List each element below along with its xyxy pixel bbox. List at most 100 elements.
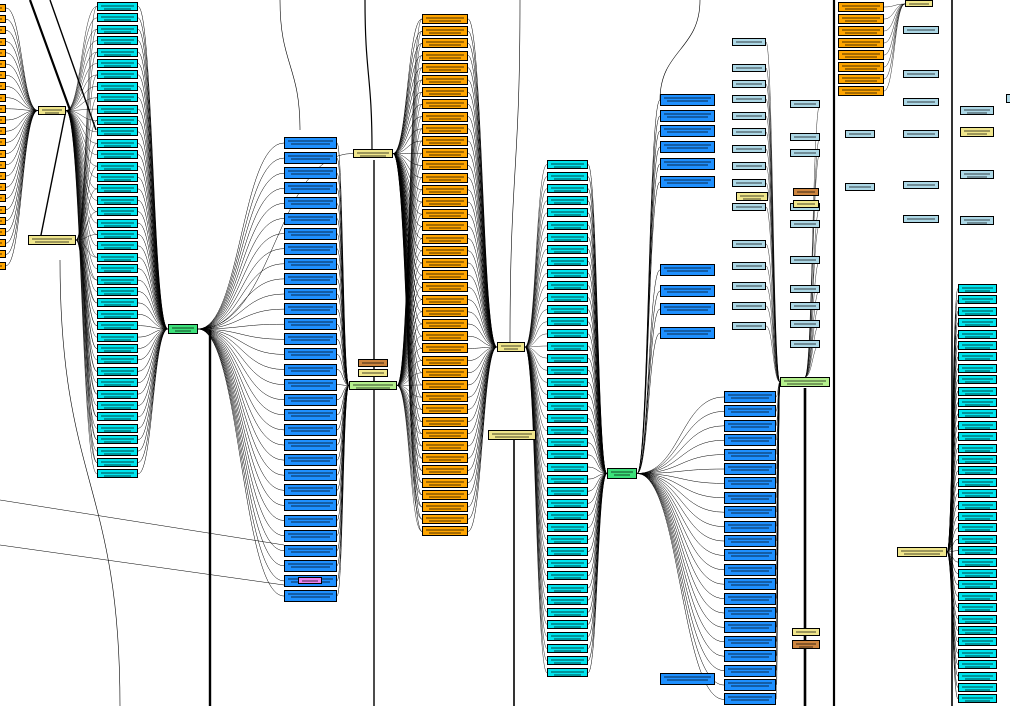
weight-node[interactable] [845, 130, 875, 138]
submodule-call-node[interactable] [660, 141, 715, 153]
submodule-call-node[interactable] [284, 197, 337, 210]
submodule-call-node[interactable] [284, 242, 337, 255]
tensor-view-node[interactable] [97, 412, 138, 422]
tensor-view-node[interactable] [547, 305, 588, 315]
tensor-view-node[interactable] [547, 510, 588, 520]
tensor-view-node[interactable] [547, 329, 588, 339]
submodule-call-node[interactable] [724, 463, 776, 475]
submodule-call-node[interactable] [724, 549, 776, 562]
tensor-view-node[interactable] [547, 656, 588, 666]
tensor-view-node[interactable] [958, 352, 997, 362]
kernel-op-node[interactable] [422, 172, 468, 183]
tensor-view-node[interactable] [958, 648, 997, 658]
tensor-view-node[interactable] [97, 366, 138, 376]
concat-hub-node[interactable] [792, 628, 820, 636]
kernel-op-node[interactable] [422, 355, 468, 366]
kernel-op-node[interactable] [422, 331, 468, 342]
tensor-view-node[interactable] [958, 580, 997, 590]
kernel-op-node[interactable] [422, 294, 468, 305]
weight-node[interactable] [732, 64, 766, 72]
tensor-view-node[interactable] [97, 401, 138, 410]
kernel-op-node[interactable] [422, 306, 468, 317]
kernel-op-node[interactable] [422, 148, 468, 159]
weight-node[interactable] [732, 38, 766, 46]
main-hub-node[interactable] [607, 468, 637, 479]
weight-node[interactable] [732, 145, 766, 153]
concat-hub-node[interactable] [736, 192, 768, 201]
tensor-view-node[interactable] [958, 546, 997, 556]
submodule-call-node[interactable] [284, 423, 337, 436]
aux-hub-node[interactable] [349, 381, 397, 390]
tensor-view-node[interactable] [547, 172, 588, 182]
kernel-op-node[interactable] [422, 270, 468, 281]
tensor-view-node[interactable] [958, 318, 997, 328]
tensor-view-node[interactable] [97, 446, 138, 456]
submodule-call-node[interactable] [284, 288, 337, 300]
tensor-view-node[interactable] [547, 160, 588, 169]
tensor-view-node[interactable] [97, 59, 138, 68]
submodule-call-node[interactable] [284, 439, 337, 451]
weight-node[interactable] [790, 100, 820, 108]
concat-hub-node[interactable] [793, 200, 819, 208]
tensor-view-node[interactable] [958, 363, 997, 373]
tensor-view-node[interactable] [97, 184, 138, 194]
kernel-op-node[interactable] [838, 26, 884, 36]
tensor-view-node[interactable] [958, 500, 997, 510]
tensor-view-node[interactable] [97, 321, 138, 331]
kernel-op-node[interactable] [422, 489, 468, 500]
tensor-view-node[interactable] [958, 534, 997, 544]
tensor-view-node[interactable] [97, 298, 138, 308]
submodule-call-node[interactable] [284, 590, 337, 602]
tensor-view-node[interactable] [547, 220, 588, 230]
tensor-view-node[interactable] [97, 218, 138, 228]
weight-node[interactable] [903, 70, 939, 78]
tensor-view-node[interactable] [547, 256, 588, 266]
tensor-view-node[interactable] [547, 402, 588, 411]
state-node[interactable] [793, 188, 819, 196]
weight-node[interactable] [903, 98, 939, 106]
submodule-call-node[interactable] [724, 477, 776, 490]
kernel-op-node[interactable] [0, 93, 6, 102]
kernel-op-node[interactable] [422, 99, 468, 110]
tensor-view-node[interactable] [97, 309, 138, 319]
tensor-view-node[interactable] [547, 668, 588, 678]
tensor-view-node[interactable] [547, 523, 588, 532]
tensor-view-node[interactable] [97, 458, 138, 467]
submodule-call-node[interactable] [660, 176, 715, 188]
tensor-view-node[interactable] [547, 462, 588, 472]
tensor-view-node[interactable] [547, 341, 588, 351]
kernel-op-node[interactable] [0, 37, 6, 46]
submodule-call-node[interactable] [284, 303, 337, 316]
kernel-op-node[interactable] [838, 74, 884, 84]
kernel-op-node[interactable] [0, 205, 6, 214]
submodule-call-node[interactable] [724, 635, 776, 648]
kernel-op-node[interactable] [422, 123, 468, 134]
weight-node[interactable] [790, 340, 820, 348]
kernel-op-node[interactable] [422, 367, 468, 378]
submodule-call-node[interactable] [724, 391, 776, 403]
tensor-view-node[interactable] [958, 523, 997, 533]
weight-node[interactable] [790, 320, 820, 328]
weight-node[interactable] [732, 322, 766, 330]
submodule-call-node[interactable] [660, 327, 715, 339]
submodule-call-node[interactable] [284, 167, 337, 180]
tensor-view-node[interactable] [958, 603, 997, 613]
tensor-view-node[interactable] [958, 295, 997, 305]
tensor-view-node[interactable] [958, 284, 997, 293]
kernel-op-node[interactable] [422, 416, 468, 427]
tensor-view-node[interactable] [547, 426, 588, 436]
weight-node[interactable] [903, 215, 939, 223]
kernel-op-node[interactable] [422, 221, 468, 232]
tensor-view-node[interactable] [547, 281, 588, 290]
kernel-op-node[interactable] [0, 71, 6, 80]
kernel-op-node[interactable] [422, 282, 468, 293]
kernel-op-node[interactable] [0, 127, 6, 136]
tensor-view-node[interactable] [958, 683, 997, 692]
weight-node[interactable] [1006, 94, 1010, 103]
kernel-op-node[interactable] [0, 194, 6, 203]
kernel-op-node[interactable] [0, 116, 6, 124]
submodule-call-node[interactable] [724, 650, 776, 663]
tensor-view-node[interactable] [547, 619, 588, 629]
submodule-call-node[interactable] [284, 137, 337, 149]
kernel-op-node[interactable] [422, 62, 468, 73]
